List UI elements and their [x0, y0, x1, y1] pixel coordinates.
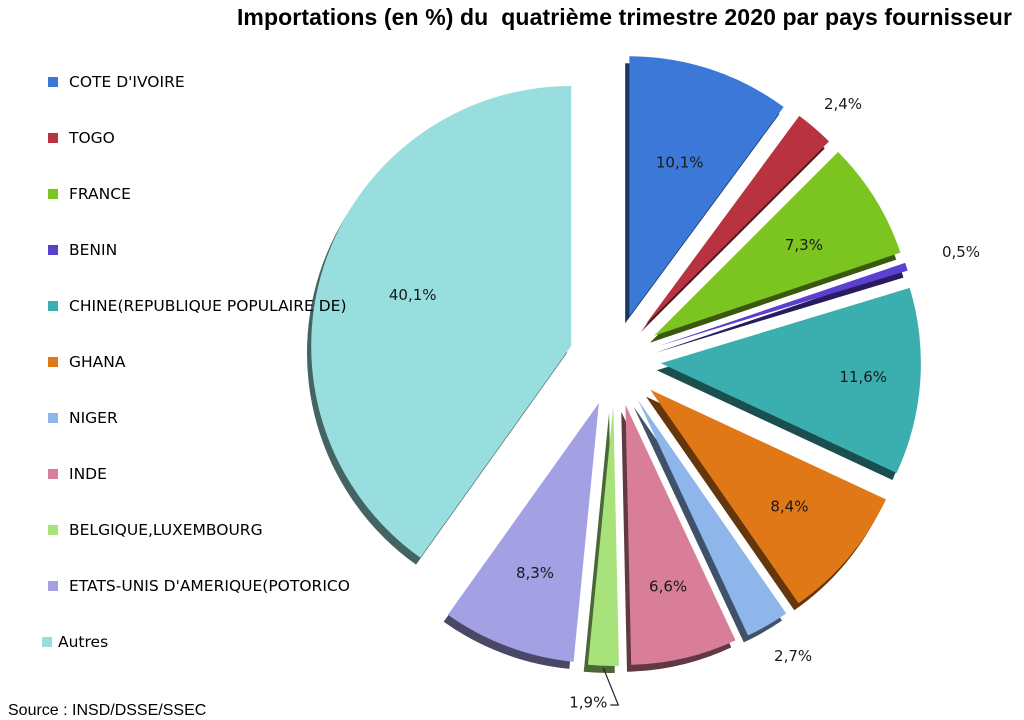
- pie-value-label-france: 7,3%: [785, 236, 823, 254]
- legend-label: TOGO: [69, 129, 115, 147]
- legend-item-etats-unis-d-amerique-potorico: ETATS-UNIS D'AMERIQUE(POTORICO: [48, 576, 350, 596]
- legend-label: BENIN: [69, 241, 118, 259]
- legend-swatch: [48, 357, 58, 367]
- pie-labels: 10,1% 2,4% 7,3% 0,5% 11,6% 8,4% 2,7% 6,6% 1,9% 8,…: [389, 95, 980, 712]
- pie-slice-niger: [637, 399, 787, 636]
- source-note: Source : INSD/DSSE/SSEC: [8, 702, 207, 719]
- legend-label: BELGIQUE,LUXEMBOURG: [69, 521, 263, 539]
- legend-item-niger: NIGER: [48, 408, 118, 428]
- legend-item-belgique-luxembourg: BELGIQUE,LUXEMBOURG: [48, 520, 263, 540]
- legend-label: ETATS-UNIS D'AMERIQUE(POTORICO: [69, 577, 350, 595]
- legend-swatch: [48, 413, 58, 423]
- pie-value-label-togo: 2,4%: [824, 95, 862, 113]
- legend-label: CHINE(REPUBLIQUE POPULAIRE DE): [69, 297, 347, 315]
- legend-label: COTE D'IVOIRE: [69, 73, 185, 91]
- pie-value-label-inde: 6,6%: [649, 578, 687, 596]
- legend-item-france: FRANCE: [48, 184, 131, 204]
- pie-slices: [306, 56, 921, 673]
- pie-value-label-cote-d-ivoire: 10,1%: [656, 154, 704, 172]
- legend-item-chine-republique-populaire-de: CHINE(REPUBLIQUE POPULAIRE DE): [48, 296, 347, 316]
- legend-item-cote-d-ivoire: COTE D'IVOIRE: [48, 72, 185, 92]
- legend-swatch: [48, 77, 58, 87]
- pie-value-label-ghana: 8,4%: [770, 497, 808, 515]
- pie-slice-france: [654, 152, 901, 336]
- chart-title: Importations (en %) du quatrième trimest…: [236, 4, 1012, 30]
- legend-swatch: [48, 133, 58, 143]
- pie-value-label-belgique-luxembourg: 1,9%: [569, 694, 607, 712]
- legend-item-autres: Autres: [42, 632, 109, 652]
- leader-line-belgique-luxembourg: [602, 667, 620, 706]
- pie-slice-benin: [658, 262, 908, 346]
- pie-value-label-etats-unis-d-amerique-potorico: 8,3%: [516, 564, 554, 582]
- legend-label: INDE: [69, 465, 107, 483]
- legend-item-inde: INDE: [48, 464, 107, 484]
- pie-slice-cote-d-ivoire: [629, 56, 784, 317]
- legend-swatch: [42, 637, 52, 647]
- legend-swatch: [48, 525, 58, 535]
- legend-swatch: [48, 581, 58, 591]
- pie-value-label-autres: 40,1%: [389, 286, 437, 304]
- legend-label: Autres: [58, 633, 109, 651]
- legend-item-benin: BENIN: [48, 240, 117, 260]
- pie-slice-ghana: [650, 389, 886, 604]
- pie-value-label-chine-republique-populaire-de: 11,6%: [839, 368, 887, 386]
- legend-swatch: [48, 469, 58, 479]
- pie-value-label-benin: 0,5%: [942, 243, 980, 261]
- legend-label: FRANCE: [69, 185, 131, 203]
- pie-slice-autres: [311, 85, 572, 558]
- legend-swatch: [48, 189, 58, 199]
- pie-slice-belgique-luxembourg: [587, 405, 619, 666]
- pie-slice-togo: [645, 115, 829, 326]
- pie-slice-chine-republique-populaire-de: [660, 287, 921, 473]
- legend-item-ghana: GHANA: [48, 352, 125, 372]
- legend-item-togo: TOGO: [48, 128, 115, 148]
- pie-value-label-niger: 2,7%: [774, 647, 812, 665]
- legend-swatch: [48, 245, 58, 255]
- pie-slice-inde: [625, 404, 736, 665]
- legend-swatch: [48, 301, 58, 311]
- legend-label: GHANA: [69, 353, 126, 371]
- legend-label: NIGER: [69, 409, 118, 427]
- pie-slice-etats-unis-d-amerique-potorico: [447, 403, 599, 662]
